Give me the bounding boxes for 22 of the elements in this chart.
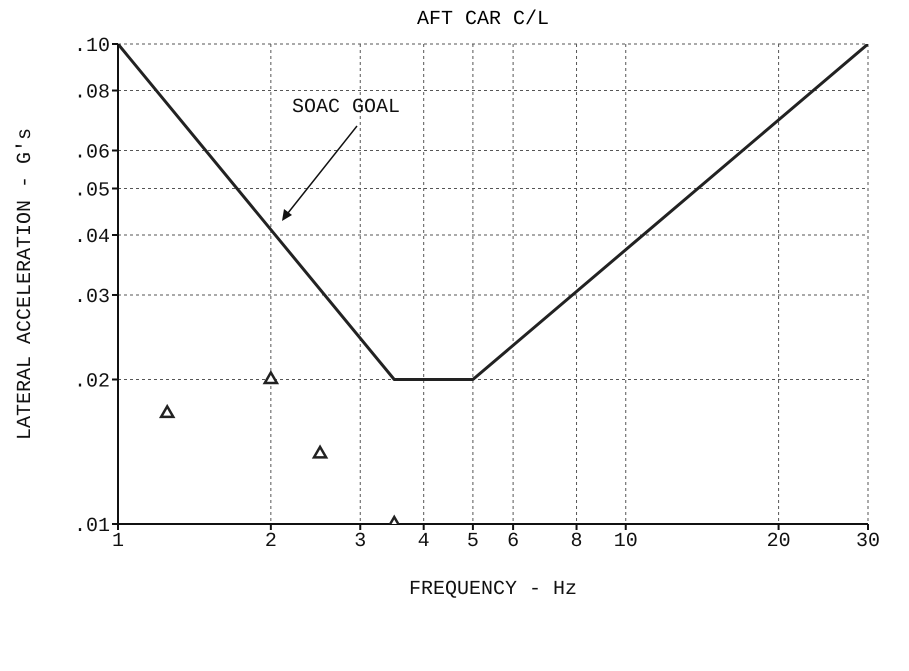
annotation: SOAC GOAL [292, 96, 400, 119]
y-tick-label: .03 [74, 286, 110, 310]
y-tick-label: .10 [74, 35, 110, 58]
y-tick-label: .05 [74, 180, 110, 203]
y-tick-label: .04 [74, 226, 110, 250]
x-tick-label: 10 [614, 530, 638, 554]
y-tick-label: .06 [74, 142, 110, 165]
x-tick-label: 30 [856, 530, 880, 554]
x-axis-title: FREQUENCY - Hz [408, 578, 578, 601]
y-tick-label: .02 [74, 370, 110, 394]
x-tick-label: 6 [507, 530, 520, 554]
x-tick-label: 20 [766, 530, 791, 554]
y-axis-title: LATERAL ACCELERATION - G's [14, 128, 38, 440]
x-tick-label: 1 [112, 530, 124, 554]
x-tick-label: 4 [418, 530, 430, 554]
chart-title: AFT CAR C/L [416, 8, 550, 33]
x-tick-label: 5 [466, 530, 479, 554]
y-tick-label: .08 [74, 82, 110, 105]
y-tick-label: .01 [74, 515, 110, 538]
x-tick-label: 2 [264, 530, 277, 554]
x-tick-label: 8 [570, 530, 583, 554]
x-tick-label: 3 [354, 530, 366, 554]
